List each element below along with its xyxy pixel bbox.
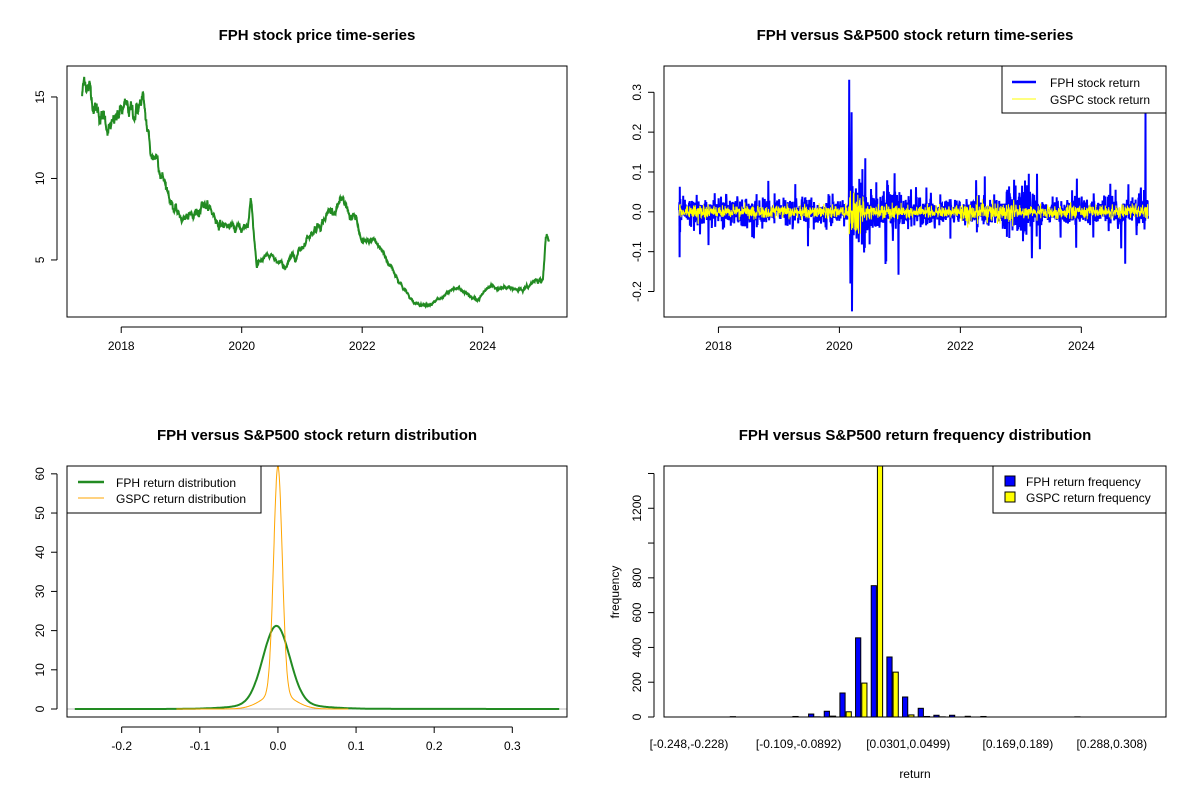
legend-gspc-density-label: GSPC return distribution [116,492,246,506]
legend-fph-swatch [1004,475,1016,487]
return-ts-title: FPH versus S&P500 stock return time-seri… [757,27,1074,44]
density-panel: FPH versus S&P500 stock return distribut… [33,427,568,753]
histogram-x-tick-label: [0.288,0.308) [1076,737,1147,751]
price-y-tick-label: 10 [33,171,47,185]
fph-frequency-bar [870,585,877,718]
histogram-y-tick-label: 600 [630,602,644,622]
return-ts-panel: FPH versus S&P500 stock return time-seri… [630,27,1167,353]
return-ts-y-tick-label: 0.2 [630,123,644,140]
price-x-tick-label: 2024 [469,339,496,353]
return-ts-legend [1001,65,1167,114]
legend-gspc-frequency-label: GSPC return frequency [1026,491,1151,505]
legend-fph-frequency-label: FPH return frequency [1026,475,1141,489]
density-x-tick-label: -0.1 [189,739,210,753]
histogram-legend [992,465,1167,514]
return-ts-x-tick-label: 2018 [705,339,732,353]
legend-fph-label: FPH stock return [1050,76,1140,90]
density-legend [66,465,262,514]
return-ts-y-tick-label: 0.1 [630,163,644,180]
fph-frequency-bar [917,707,924,718]
price-title: FPH stock price time-series [219,27,416,44]
plot-frame [66,465,568,718]
price-x-tick-label: 2018 [108,339,135,353]
plot-frame [663,465,1167,718]
density-x-tick-label: 0.1 [348,739,365,753]
density-x-tick-label: 0.2 [426,739,443,753]
price-panel: FPH stock price time-series 2018 2020 2022… [33,27,568,353]
histogram-ylabel: frequency [608,566,622,619]
gspc-frequency-bar [845,711,852,718]
plot-frame [663,65,1167,318]
fph-frequency-bar [823,710,830,718]
histogram-y-tick-label: 800 [630,568,644,588]
price-x-tick-label: 2020 [228,339,255,353]
fph-frequency-bar [902,696,909,718]
return-ts-x-tick-label: 2024 [1068,339,1095,353]
density-x-tick-label: 0.0 [270,739,287,753]
density-y-tick-label: 20 [33,624,47,638]
gspc-frequency-bar [876,465,884,718]
return-ts-x-tick-label: 2020 [826,339,853,353]
return-ts-y-tick-label: -0.1 [630,241,644,262]
histogram-panel: FPH versus S&P500 return frequency distr… [608,427,1167,781]
legend-gspc-swatch [1004,491,1016,503]
gspc-return-line [678,190,1149,235]
legend-fph-density-label: FPH return distribution [116,476,236,490]
histogram-y-tick-label: 200 [630,672,644,692]
price-y-tick-label: 5 [33,256,47,263]
price-x-tick-label: 2022 [349,339,376,353]
price-y-tick-label: 15 [33,90,47,104]
return-ts-y-tick-label: 0.3 [630,84,644,101]
fph-frequency-bar [855,637,862,718]
return-ts-y-tick-label: 0.0 [630,203,644,220]
histogram-title: FPH versus S&P500 return frequency distr… [739,427,1092,444]
density-y-tick-label: 30 [33,584,47,598]
density-title: FPH versus S&P500 stock return distribut… [157,427,477,444]
histogram-x-tick-label: [-0.248,-0.228) [650,737,729,751]
density-x-tick-label: 0.3 [504,739,521,753]
histogram-y-tick-label: 0 [630,713,644,720]
gspc-density-line [176,465,349,710]
plot-frame [66,65,568,318]
density-y-tick-label: 50 [33,506,47,520]
gspc-frequency-bar [861,682,868,718]
fph-frequency-bar [886,656,893,718]
histogram-x-tick-label: [0.0301,0.0499) [866,737,950,751]
histogram-y-tick-label: 1200 [630,495,644,522]
density-y-tick-label: 0 [33,705,47,712]
density-y-tick-label: 40 [33,545,47,559]
histogram-x-tick-label: [0.169,0.189) [982,737,1053,751]
fph-price-line [81,76,550,310]
fph-frequency-bar [839,692,846,718]
histogram-y-tick-label: 400 [630,637,644,657]
density-y-tick-label: 60 [33,467,47,481]
fph-density-line [74,624,560,710]
density-y-tick-label: 10 [33,663,47,677]
gspc-frequency-bar [892,671,899,718]
fph-return-line [678,79,1149,312]
histogram-x-tick-label: [-0.109,-0.0892) [756,737,841,751]
return-ts-y-tick-label: -0.2 [630,281,644,302]
return-ts-x-tick-label: 2022 [947,339,974,353]
legend-gspc-label: GSPC stock return [1050,93,1150,107]
density-x-tick-label: -0.2 [111,739,132,753]
histogram-xlabel: return [899,767,930,781]
